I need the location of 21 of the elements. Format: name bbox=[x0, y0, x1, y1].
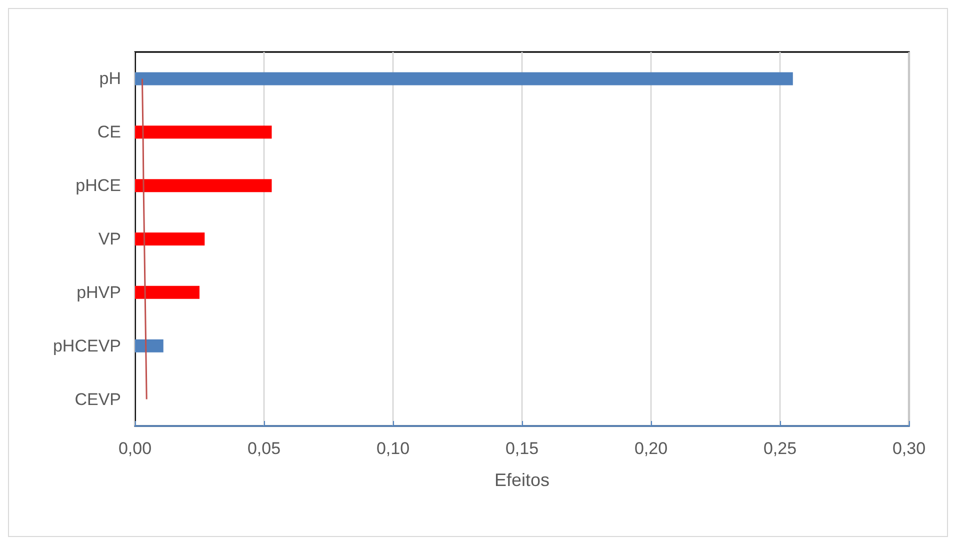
bar bbox=[135, 179, 272, 192]
y-tick-label: pH bbox=[99, 69, 121, 88]
bar bbox=[135, 126, 272, 139]
x-tick-label: 0,30 bbox=[892, 439, 926, 458]
y-tick-label: CEVP bbox=[74, 390, 121, 409]
y-tick-label: CE bbox=[97, 122, 121, 142]
x-tick-label: 0,10 bbox=[376, 439, 410, 458]
bar bbox=[135, 339, 164, 352]
y-tick-label: VP bbox=[98, 230, 121, 248]
bar bbox=[135, 286, 200, 299]
x-tick-label: 0,15 bbox=[505, 439, 539, 458]
x-tick-label: 0,00 bbox=[118, 439, 152, 458]
y-tick-label: pHCEVP bbox=[52, 336, 121, 356]
x-tick-label: 0,25 bbox=[763, 439, 797, 458]
x-tick-label: 0,20 bbox=[634, 439, 668, 458]
bar bbox=[135, 72, 793, 86]
y-tick-label: pHVP bbox=[76, 282, 121, 302]
x-axis-title: Efeitos bbox=[494, 470, 550, 490]
y-tick-label: pHCE bbox=[76, 176, 121, 196]
bar bbox=[135, 232, 205, 246]
x-tick-label: 0,05 bbox=[247, 439, 281, 458]
